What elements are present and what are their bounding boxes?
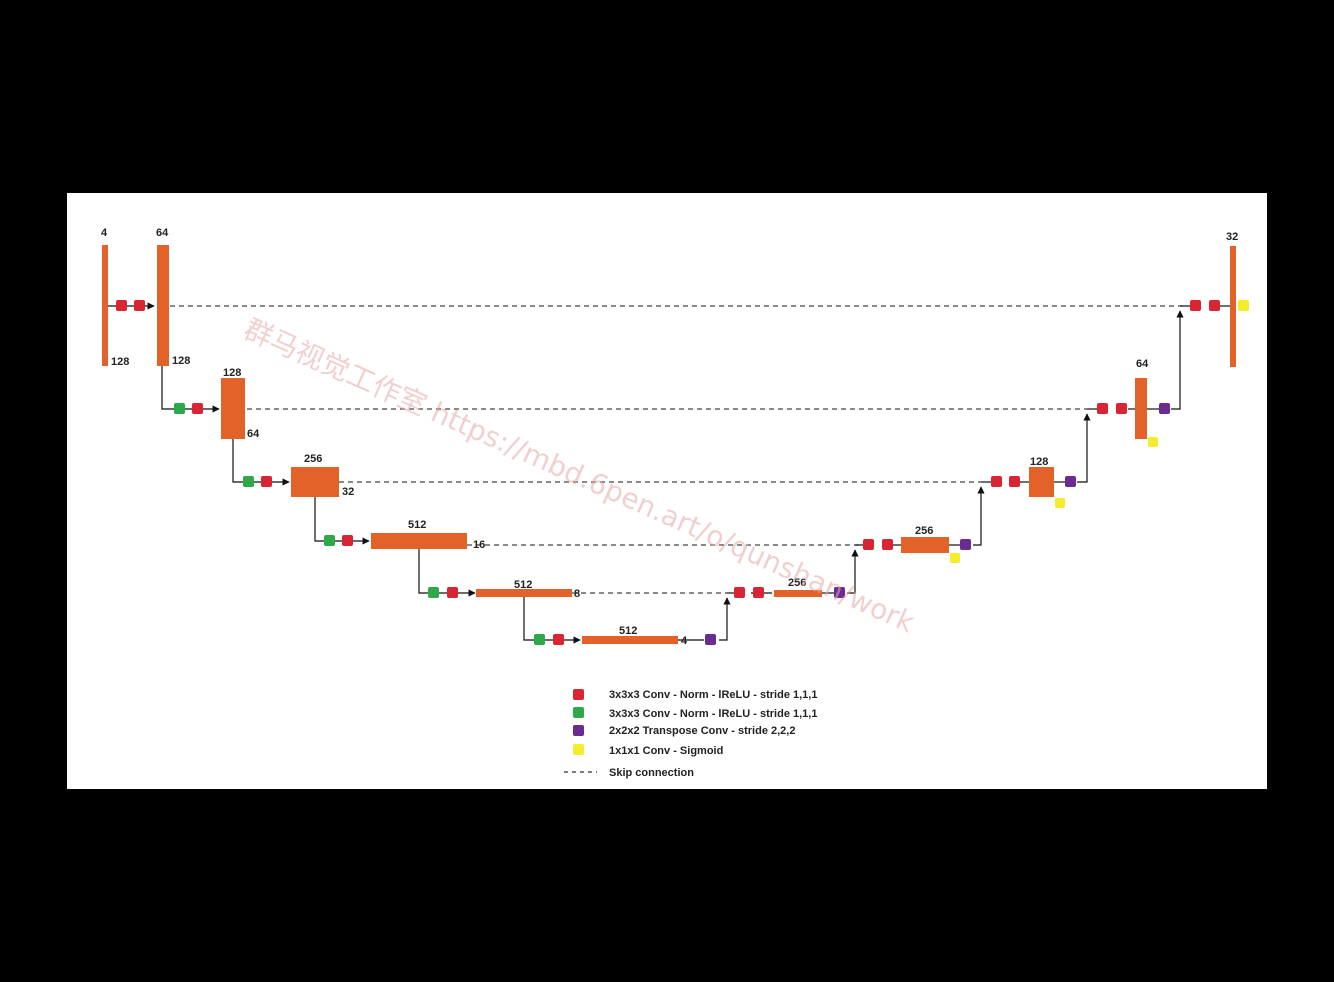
green-conv-marker xyxy=(243,476,254,487)
enc0-channels-label: 4 xyxy=(101,227,108,239)
dec1-channels-label: 32 xyxy=(1226,231,1238,243)
enc5-channels-label: 512 xyxy=(514,579,532,591)
green-conv-marker xyxy=(428,587,439,598)
enc2-size-label: 64 xyxy=(247,428,260,440)
legend-sigmoid-conv-label: 1x1x1 Conv - Sigmoid xyxy=(609,745,723,757)
unet-architecture-diagram: 4 128 64 128 128 64 256 32 512 16 512 8 … xyxy=(101,227,1249,779)
bottleneck-size-label: 4 xyxy=(681,635,688,647)
red-conv-marker xyxy=(1009,476,1020,487)
sigmoid-conv-marker xyxy=(950,553,960,563)
block-enc0 xyxy=(102,245,108,366)
red-conv-marker xyxy=(553,634,564,645)
skip-connections xyxy=(170,305,1187,594)
transpose-conv-marker xyxy=(960,539,971,550)
red-conv-marker xyxy=(192,403,203,414)
bottleneck-channels-label: 512 xyxy=(619,625,637,637)
legend-red-swatch xyxy=(573,689,584,700)
red-conv-marker xyxy=(1209,300,1220,311)
sigmoid-conv-marker xyxy=(1238,300,1249,311)
block-bottleneck xyxy=(582,636,678,644)
red-conv-marker xyxy=(1097,403,1108,414)
green-conv-marker xyxy=(174,403,185,414)
red-conv-marker xyxy=(863,539,874,550)
dec2-channels-label: 64 xyxy=(1136,358,1149,370)
legend-transpose-conv-label: 2x2x2 Transpose Conv - stride 2,2,2 xyxy=(609,725,795,737)
operation-markers xyxy=(116,300,1249,645)
transpose-conv-marker xyxy=(1065,476,1076,487)
red-conv-marker xyxy=(753,587,764,598)
block-enc1 xyxy=(157,245,169,366)
transpose-conv-marker xyxy=(834,587,845,598)
enc1-channels-label: 64 xyxy=(156,227,169,239)
block-enc4 xyxy=(371,533,467,549)
legend-yellow-swatch xyxy=(573,744,584,755)
dec3-channels-label: 128 xyxy=(1030,456,1048,468)
red-conv-marker xyxy=(116,300,127,311)
sigmoid-conv-marker xyxy=(1148,437,1158,447)
red-conv-marker xyxy=(734,587,745,598)
block-enc2 xyxy=(221,378,245,439)
red-conv-marker xyxy=(134,300,145,311)
red-conv-marker xyxy=(1116,403,1127,414)
block-enc3 xyxy=(291,467,339,497)
red-conv-marker xyxy=(991,476,1002,487)
enc3-size-label: 32 xyxy=(342,486,354,498)
legend-green-conv-label: 3x3x3 Conv - Norm - lReLU - stride 1,1,1 xyxy=(609,708,817,720)
red-conv-marker xyxy=(882,539,893,550)
diagram-panel: 4 128 64 128 128 64 256 32 512 16 512 8 … xyxy=(67,193,1267,789)
red-conv-marker xyxy=(1190,300,1201,311)
block-dec4 xyxy=(901,537,949,553)
green-conv-marker xyxy=(324,535,335,546)
block-enc5 xyxy=(476,589,572,597)
green-conv-marker xyxy=(534,634,545,645)
legend-red-conv-label: 3x3x3 Conv - Norm - lReLU - stride 1,1,1 xyxy=(609,689,817,701)
legend-purple-swatch xyxy=(573,725,584,736)
legend-green-swatch xyxy=(573,707,584,718)
dec5-channels-label: 256 xyxy=(788,577,806,589)
red-conv-marker xyxy=(261,476,272,487)
legend: 3x3x3 Conv - Norm - lReLU - stride 1,1,1… xyxy=(564,689,817,779)
enc2-channels-label: 128 xyxy=(223,367,241,379)
enc3-channels-label: 256 xyxy=(304,453,322,465)
enc4-size-label: 16 xyxy=(473,539,485,551)
sigmoid-conv-marker xyxy=(1055,498,1065,508)
block-dec5 xyxy=(774,590,822,597)
enc1-size-label: 128 xyxy=(172,355,190,367)
enc5-size-label: 8 xyxy=(574,588,580,600)
transpose-conv-marker xyxy=(1159,403,1170,414)
block-dec1 xyxy=(1230,246,1236,367)
block-dec2 xyxy=(1135,378,1147,439)
dec4-channels-label: 256 xyxy=(915,525,933,537)
red-conv-marker xyxy=(447,587,458,598)
enc4-channels-label: 512 xyxy=(408,519,426,531)
enc0-size-label: 128 xyxy=(111,356,129,368)
legend-skip-connection-label: Skip connection xyxy=(609,767,694,779)
transpose-conv-marker xyxy=(705,634,716,645)
block-labels: 4 128 64 128 128 64 256 32 512 16 512 8 … xyxy=(101,227,1238,647)
block-dec3 xyxy=(1029,467,1054,497)
feature-blocks xyxy=(102,245,1236,644)
red-conv-marker xyxy=(342,535,353,546)
